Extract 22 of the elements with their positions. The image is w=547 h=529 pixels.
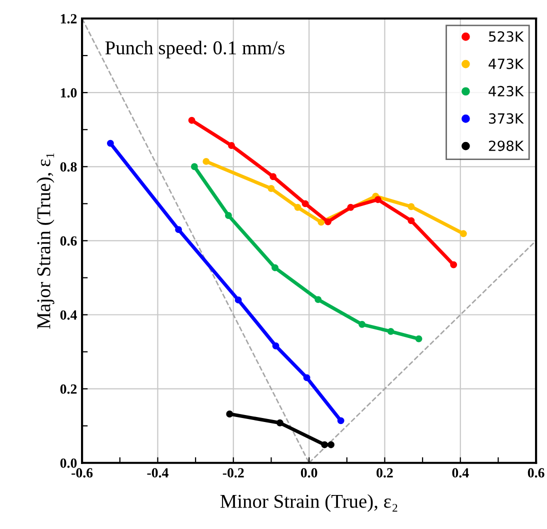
x-tick-label: -0.4 <box>147 468 168 478</box>
x-axis-title: Minor Strain (True), ε₂ <box>220 494 398 512</box>
x-tick-label: 0.4 <box>452 468 469 478</box>
x-tick-label: 0.2 <box>376 468 393 478</box>
legend-label: 423K <box>488 86 524 96</box>
y-tick-label: 0.0 <box>60 458 77 468</box>
legend-label: 298K <box>488 140 524 152</box>
y-tick-label: 1.2 <box>60 14 77 24</box>
y-tick-label: 0.6 <box>60 236 77 246</box>
y-tick-label: 0.2 <box>60 384 77 394</box>
y-axis-title: Major Strain (True), ε₁ <box>36 153 54 329</box>
x-tick-label: -0.2 <box>222 468 244 478</box>
x-tick-label: 0.0 <box>300 468 318 478</box>
legend-label: 473K <box>488 58 524 70</box>
x-tick-label: -0.6 <box>72 468 93 478</box>
y-tick-label: 1.0 <box>60 88 77 98</box>
y-tick-label: 0.4 <box>60 310 77 320</box>
y-tick-label: 0.8 <box>60 162 77 172</box>
legend-label: 373K <box>489 113 524 124</box>
legend-label: 523K <box>489 31 524 42</box>
annotation: Punch speed: 0.1 mm/s <box>105 40 284 58</box>
x-tick-label: 0.6 <box>528 468 544 478</box>
